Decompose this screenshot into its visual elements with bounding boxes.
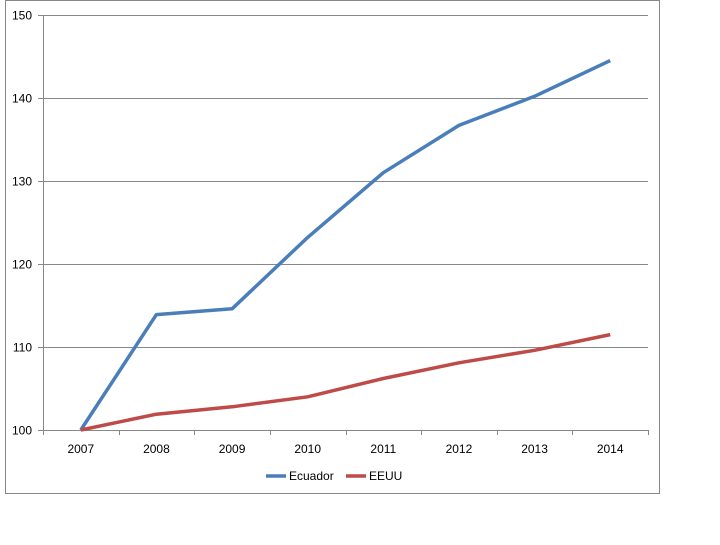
series-lines xyxy=(79,59,611,432)
y-tick-label: 140 xyxy=(12,92,32,106)
x-tick-label: 2010 xyxy=(294,442,321,456)
y-tick-label: 110 xyxy=(13,341,32,355)
legend: Ecuador EEUU xyxy=(266,469,402,483)
x-tick-label: 2011 xyxy=(370,442,396,456)
x-tick-label: 2013 xyxy=(521,442,548,456)
y-tick-label: 150 xyxy=(12,9,32,23)
x-tick-label: 2007 xyxy=(67,442,94,456)
y-tick-label: 100 xyxy=(12,424,32,438)
y-tick-label: 130 xyxy=(12,175,32,189)
legend-label: Ecuador xyxy=(289,469,334,483)
gridlines xyxy=(43,15,648,348)
x-tick-label: 2008 xyxy=(143,442,170,456)
x-tick-label: 2014 xyxy=(597,442,624,456)
legend-label: EEUU xyxy=(369,469,402,483)
series-line-ecuador xyxy=(79,59,611,431)
x-tick-label: 2012 xyxy=(446,442,473,456)
chart-border xyxy=(5,0,660,494)
axes xyxy=(38,15,649,435)
series-line-eeuu xyxy=(80,332,611,432)
tick-labels: 100 110 120 130 140 150 2007 2008 2009 2010 2011 20… xyxy=(12,9,624,457)
y-tick-label: 120 xyxy=(12,258,32,272)
x-tick-label: 2009 xyxy=(219,442,246,456)
